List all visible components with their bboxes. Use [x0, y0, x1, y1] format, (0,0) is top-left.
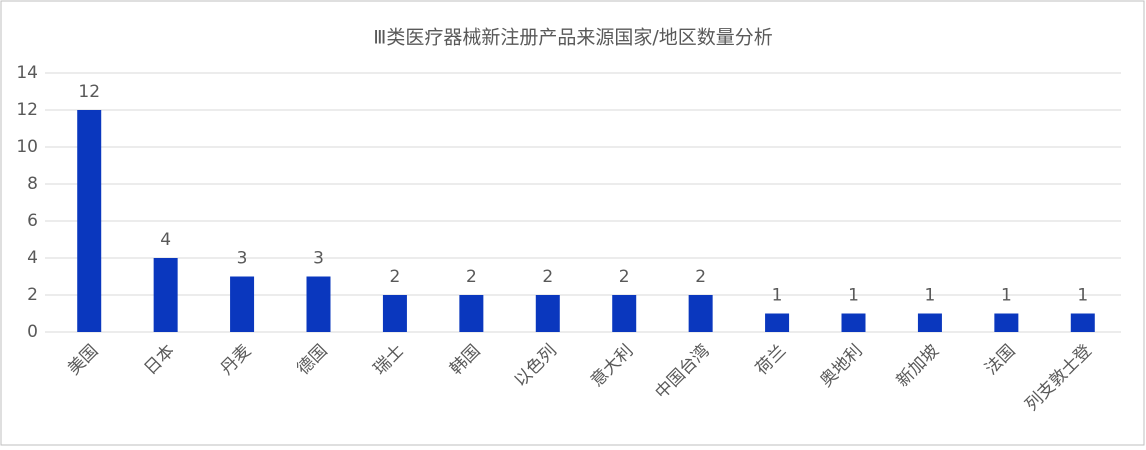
data-label: 1 — [848, 286, 859, 306]
bar — [612, 295, 637, 332]
data-label: 1 — [1001, 286, 1012, 306]
data-label: 1 — [1077, 286, 1088, 306]
bar — [459, 295, 484, 332]
data-label: 4 — [160, 230, 171, 250]
bar — [230, 276, 255, 332]
bar — [382, 295, 407, 332]
data-label: 12 — [78, 82, 100, 102]
bar — [153, 258, 178, 332]
data-label: 1 — [772, 286, 783, 306]
bar — [994, 313, 1019, 332]
bar — [535, 295, 560, 332]
bar — [688, 295, 713, 332]
data-label: 2 — [466, 267, 477, 287]
y-tick-label: 4 — [27, 248, 38, 268]
bar — [1070, 313, 1095, 332]
chart-title: Ⅲ类医疗器械新注册产品来源国家/地区数量分析 — [373, 27, 773, 49]
data-label: 3 — [237, 249, 248, 269]
bar — [77, 110, 102, 332]
data-label: 2 — [542, 267, 553, 287]
y-tick-label: 12 — [16, 100, 38, 120]
data-label: 3 — [313, 249, 324, 269]
y-tick-label: 0 — [27, 322, 38, 342]
y-tick-label: 2 — [27, 285, 38, 305]
data-label: 2 — [695, 267, 706, 287]
y-tick-label: 8 — [27, 174, 38, 194]
data-label: 2 — [390, 267, 401, 287]
bar — [841, 313, 866, 332]
y-tick-label: 10 — [16, 137, 38, 157]
data-label: 2 — [619, 267, 630, 287]
bar — [306, 276, 331, 332]
bar — [765, 313, 790, 332]
bar — [917, 313, 942, 332]
data-label: 1 — [925, 286, 936, 306]
y-tick-label: 14 — [16, 63, 38, 83]
y-tick-label: 6 — [27, 211, 38, 231]
